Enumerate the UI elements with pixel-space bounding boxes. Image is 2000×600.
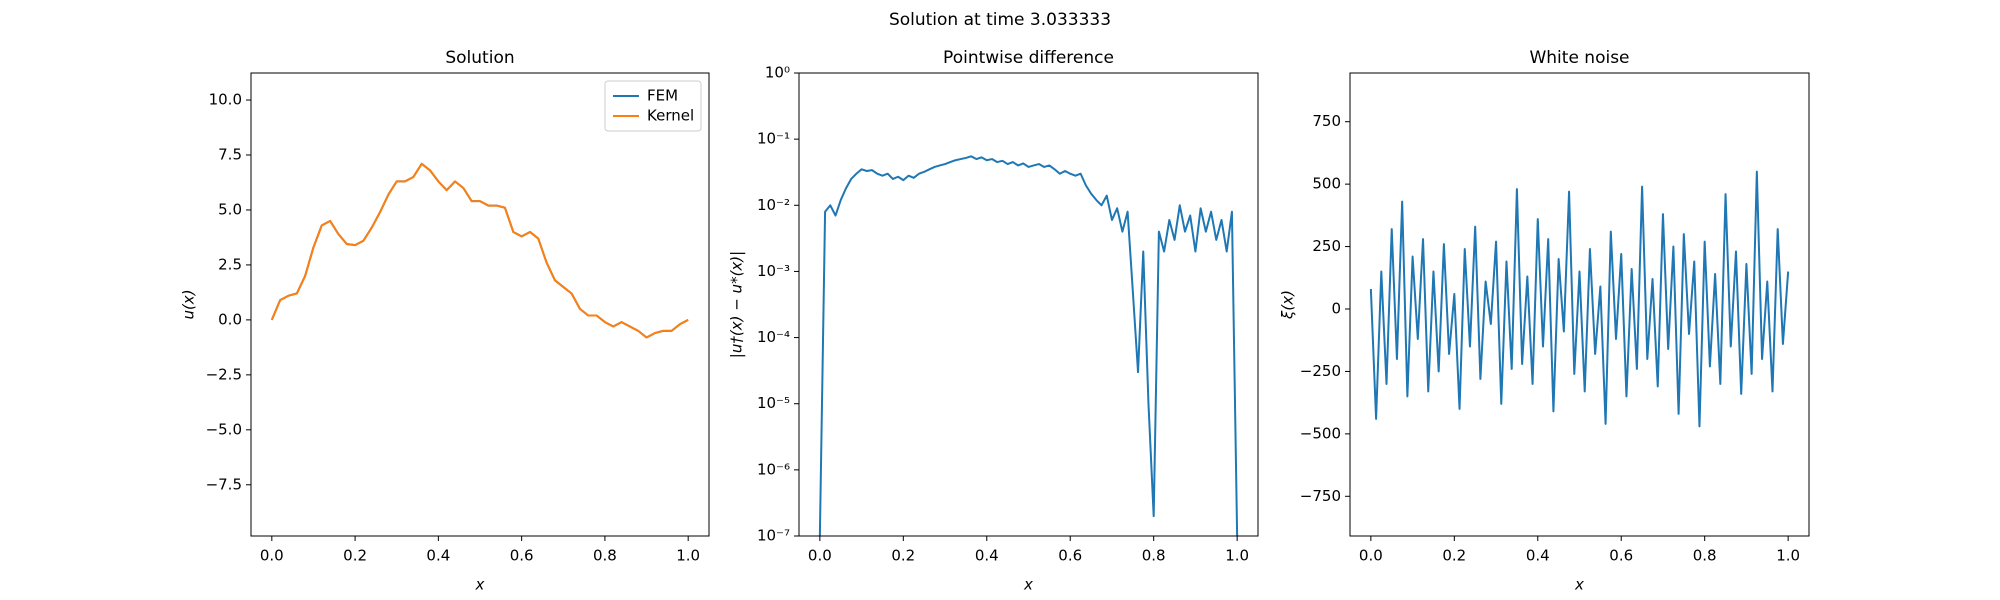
y-tick-label: 750 (1312, 112, 1341, 130)
line (270, 162, 689, 339)
y-tick-label: −500 (1300, 424, 1341, 442)
y-tick-label: −2.5 (206, 365, 242, 383)
x-tick-label: 1.0 (1225, 547, 1249, 565)
x-tick-label: 0.8 (1142, 547, 1166, 565)
x-tick-label: 0.8 (1693, 547, 1717, 565)
y-tick-label: 0 (1331, 299, 1341, 317)
x-tick-label: 0.2 (343, 547, 367, 565)
figure-title: Solution at time 3.033333 (889, 10, 1111, 30)
x-tick-label: 0.6 (1609, 547, 1633, 565)
x-tick-label: 0.6 (510, 547, 534, 565)
y-tick-label: 10.0 (209, 91, 242, 109)
line (1369, 170, 1790, 428)
x-tick-label: 0.6 (1058, 547, 1082, 565)
line (270, 162, 689, 339)
y-axis-label: ξ(x) (1279, 290, 1297, 320)
y-tick-label: 10⁻² (757, 196, 790, 214)
axes-frame (250, 72, 710, 537)
plot-area (270, 162, 689, 339)
y-tick-label: 2.5 (218, 255, 242, 273)
y-tick-label: 10⁻¹ (757, 130, 790, 148)
x-tick-label: 0.0 (808, 547, 832, 565)
x-axis-label: x (1023, 576, 1033, 594)
axes-title: Solution (445, 48, 514, 68)
y-tick-label: −5.0 (206, 420, 242, 438)
legend-box (604, 80, 702, 132)
plot-area (1369, 170, 1790, 428)
x-tick-label: 1.0 (676, 547, 700, 565)
y-axis-label: u(x) (180, 289, 198, 319)
x-tick-label: 1.0 (1776, 547, 1800, 565)
y-tick-label: 250 (1312, 237, 1341, 255)
y-tick-label: −250 (1300, 362, 1341, 380)
line (818, 155, 1239, 536)
y-tick-label: 10⁻⁶ (757, 460, 790, 478)
y-tick-label: −750 (1300, 487, 1341, 505)
legend-label: Kernel (647, 107, 694, 125)
x-tick-label: 0.4 (975, 547, 999, 565)
y-tick-label: 10⁻⁵ (757, 394, 790, 412)
x-tick-label: 0.2 (1442, 547, 1466, 565)
x-tick-label: 0.4 (426, 547, 450, 565)
y-tick-label: 500 (1312, 175, 1341, 193)
axes-frame (798, 72, 1259, 537)
y-tick-label: 10⁻³ (757, 262, 790, 280)
y-tick-label: 7.5 (218, 146, 242, 164)
plot-area (818, 155, 1239, 536)
x-axis-label: x (475, 576, 485, 594)
x-tick-label: 0.8 (593, 547, 617, 565)
y-axis-label: |u†(x) − u*(x)| (728, 251, 746, 358)
x-tick-label: 0.2 (891, 547, 915, 565)
legend-label: FEM (647, 87, 678, 105)
y-tick-label: 5.0 (218, 200, 242, 218)
x-axis-label: x (1574, 576, 1584, 594)
x-tick-label: 0.0 (260, 547, 284, 565)
x-tick-label: 0.0 (1359, 547, 1383, 565)
x-tick-label: 0.4 (1526, 547, 1550, 565)
axes-title: Pointwise difference (943, 48, 1114, 68)
y-tick-label: 0.0 (218, 310, 242, 328)
axes-title: White noise (1529, 48, 1629, 68)
axes-frame (1349, 72, 1810, 537)
y-tick-label: 10⁻⁷ (757, 527, 790, 545)
y-tick-label: 10⁻⁴ (757, 328, 790, 346)
y-tick-label: 10⁰ (765, 64, 790, 82)
y-tick-label: −7.5 (206, 475, 242, 493)
